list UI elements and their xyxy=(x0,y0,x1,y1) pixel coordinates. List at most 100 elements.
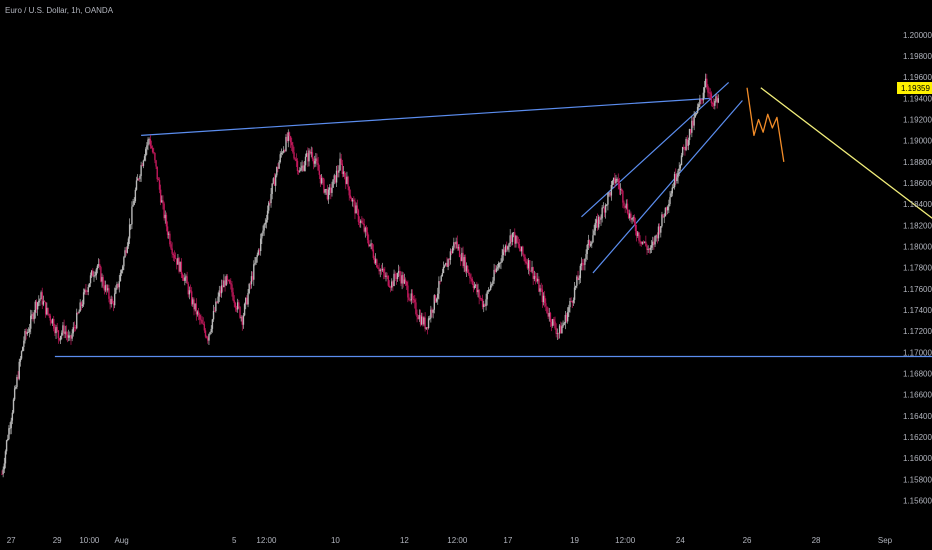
candle-body xyxy=(195,303,198,315)
candle-body xyxy=(151,148,154,153)
candle-body xyxy=(612,177,615,181)
candle-body xyxy=(84,289,86,293)
candle-body xyxy=(534,275,537,279)
candle-body xyxy=(392,281,394,287)
candle-body xyxy=(509,235,511,244)
candle-body xyxy=(349,195,352,198)
candle-body xyxy=(514,232,516,244)
candle-body xyxy=(169,233,171,245)
candle-body xyxy=(155,160,157,167)
candle-body xyxy=(110,298,112,305)
candle-body xyxy=(200,319,202,321)
candle-body xyxy=(50,320,53,324)
candle-body xyxy=(465,265,468,272)
candle-body xyxy=(18,361,20,379)
price-tick-label: 1.16200 xyxy=(903,433,932,442)
candle-body xyxy=(586,245,588,255)
candle-body xyxy=(502,249,504,256)
candle-body xyxy=(689,129,692,133)
candle-body xyxy=(51,318,54,324)
candle-body xyxy=(568,307,570,313)
candle-body xyxy=(666,206,669,211)
price-tick-label: 1.18600 xyxy=(903,179,932,188)
candle-body xyxy=(186,276,188,284)
candle-body xyxy=(294,158,296,160)
candle-body xyxy=(287,132,289,141)
candle-body xyxy=(715,96,717,102)
candle-body xyxy=(323,179,325,193)
candle-body xyxy=(222,285,224,288)
candle-body xyxy=(82,292,85,305)
candle-body xyxy=(139,175,141,179)
candle-body xyxy=(599,216,601,220)
candle-body xyxy=(691,120,693,133)
candle-body xyxy=(335,170,338,183)
candle-body xyxy=(699,99,701,105)
candle-body xyxy=(56,327,58,331)
candle-body xyxy=(675,174,677,182)
candle-body xyxy=(308,150,310,162)
candle-body xyxy=(447,259,449,267)
candle-body xyxy=(686,139,688,146)
candle-body xyxy=(474,284,477,286)
candle-body xyxy=(679,165,682,169)
projection-scribble[interactable] xyxy=(746,87,785,162)
candle-body xyxy=(162,200,164,204)
candle-body xyxy=(153,152,155,153)
candle-body xyxy=(600,218,602,220)
candle-body xyxy=(401,275,403,284)
price-axis[interactable]: 1.15600 1.15800 1.16000 1.16200 1.16400 1.166… xyxy=(903,31,932,506)
candle-body xyxy=(38,300,40,303)
candle-body xyxy=(303,165,306,171)
price-tick-label: 1.15600 xyxy=(903,496,932,505)
candle-body xyxy=(408,297,410,300)
time-tick-label: 29 xyxy=(53,536,62,545)
upper-trendline[interactable] xyxy=(141,97,711,136)
candle-body xyxy=(66,334,69,338)
candle-body xyxy=(362,222,364,224)
candle-body xyxy=(687,140,690,146)
forecast-arrow[interactable] xyxy=(760,87,932,315)
price-tick-label: 1.20000 xyxy=(903,31,932,40)
candle-body xyxy=(414,299,416,303)
candle-body xyxy=(71,333,73,339)
candle-body xyxy=(103,286,106,291)
candle-body xyxy=(615,179,617,184)
candle-body xyxy=(552,319,554,326)
candle-body xyxy=(538,279,540,292)
candle-body xyxy=(717,98,719,103)
candle-body xyxy=(302,165,304,171)
time-tick-label: 17 xyxy=(503,536,512,545)
candle-body xyxy=(479,297,481,299)
candle-body xyxy=(147,139,149,146)
candle-body xyxy=(63,325,65,334)
candle-body xyxy=(102,277,104,287)
candle-body xyxy=(59,335,62,341)
candle-body xyxy=(296,160,299,172)
candle-body xyxy=(506,245,508,250)
channel-lower-line[interactable] xyxy=(592,100,743,274)
candle-body xyxy=(57,330,60,339)
candle-body xyxy=(680,155,683,166)
candle-body xyxy=(197,311,200,315)
candle-body xyxy=(441,273,444,277)
candle-body xyxy=(683,146,685,148)
candle-body xyxy=(337,170,339,173)
candle-body xyxy=(65,331,68,335)
candle-body xyxy=(368,240,370,246)
channel-upper-line[interactable] xyxy=(581,82,730,218)
candle-body xyxy=(457,246,460,249)
candle-body xyxy=(140,165,142,176)
candle-body xyxy=(245,297,247,304)
candle-body xyxy=(34,301,37,313)
candle-body xyxy=(548,312,550,317)
candle-body xyxy=(226,275,229,281)
candle-body xyxy=(516,236,518,243)
candle-body xyxy=(77,312,79,314)
time-axis[interactable]: 27 29 10:00 Aug 5 12:00 10 12 12:00 17 19 12:00 24 26… xyxy=(7,536,893,545)
candle-body xyxy=(220,285,223,294)
candle-body xyxy=(314,161,316,164)
candle-body xyxy=(555,328,557,334)
candle-body xyxy=(598,216,600,228)
